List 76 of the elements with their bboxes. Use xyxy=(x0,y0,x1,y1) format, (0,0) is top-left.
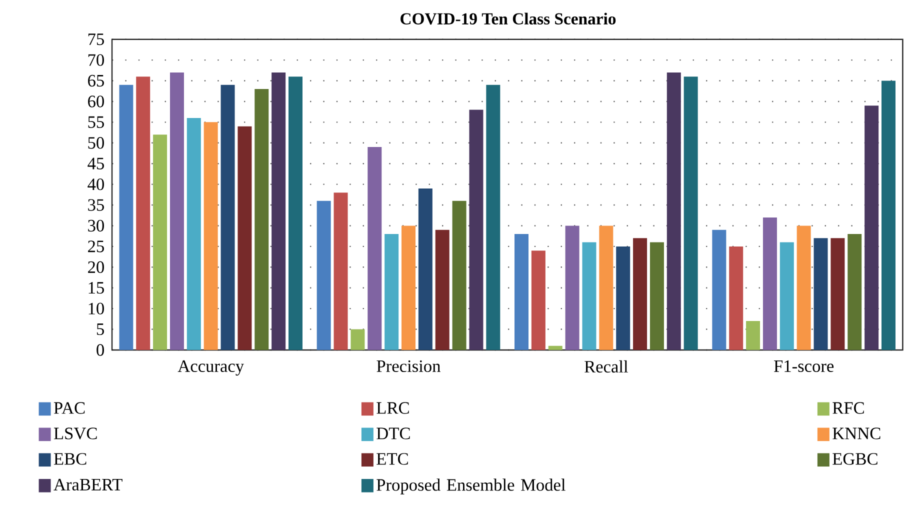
bar xyxy=(684,76,698,350)
legend-label: AraBERT xyxy=(54,479,122,491)
y-tick-label: 50 xyxy=(88,137,104,149)
x-tick-label: F1-score xyxy=(774,360,834,372)
bar xyxy=(565,226,580,350)
x-tick-label: Accuracy xyxy=(178,360,244,376)
bar xyxy=(402,226,416,350)
x-tick-label: Recall xyxy=(584,360,628,373)
x-tick-label: Precision xyxy=(376,360,440,372)
bar xyxy=(486,85,500,350)
bar xyxy=(186,118,201,350)
legend-label: ETC xyxy=(376,453,408,465)
bar xyxy=(153,134,168,350)
y-tick-label: 25 xyxy=(88,240,104,252)
legend-label: PAC xyxy=(54,402,85,414)
chart-title: COVID-19 Ten Class Scenario xyxy=(400,12,616,25)
y-tick-label: 65 xyxy=(88,75,104,87)
bar xyxy=(254,89,269,350)
legend-label: KNNC xyxy=(832,428,880,440)
y-tick-label: 10 xyxy=(88,302,104,315)
bar xyxy=(830,238,845,350)
bar xyxy=(666,72,681,350)
bar xyxy=(220,85,235,350)
y-tick-label: 35 xyxy=(88,199,104,212)
y-tick-label: 20 xyxy=(88,261,104,274)
bar xyxy=(350,329,365,350)
bar xyxy=(272,72,286,350)
bar xyxy=(780,242,794,350)
bar xyxy=(582,242,596,350)
bar xyxy=(864,106,879,350)
bar xyxy=(712,230,726,350)
legend-label: Proposed Ensemble Model xyxy=(376,478,566,494)
bar xyxy=(599,226,614,350)
bar xyxy=(238,126,252,350)
bar xyxy=(633,238,648,350)
y-tick-label: 30 xyxy=(88,220,104,232)
legend-label: LSVC xyxy=(54,428,97,440)
y-tick-label: 15 xyxy=(88,282,104,294)
y-tick-label: 40 xyxy=(88,178,104,190)
bar xyxy=(384,234,399,350)
y-tick-label: 55 xyxy=(88,116,104,128)
bar xyxy=(288,76,303,350)
legend-label: EGBC xyxy=(832,453,878,465)
bar xyxy=(814,238,828,350)
bar xyxy=(170,72,184,350)
y-tick-label: 0 xyxy=(96,344,104,356)
bar xyxy=(204,122,218,350)
bar xyxy=(746,321,760,350)
bar xyxy=(469,110,484,350)
bar xyxy=(316,201,331,350)
y-tick-label: 70 xyxy=(88,54,104,66)
bar xyxy=(531,250,546,350)
y-tick-label: 60 xyxy=(88,96,104,108)
bar xyxy=(796,226,811,350)
bar xyxy=(136,76,150,350)
legend-label: DTC xyxy=(376,428,410,440)
legend-label: RFC xyxy=(832,402,864,414)
bar xyxy=(452,201,466,350)
bar xyxy=(729,246,744,350)
legend-label: EBC xyxy=(54,453,86,465)
bar xyxy=(418,188,432,350)
bar xyxy=(882,80,896,350)
bar xyxy=(334,192,348,350)
y-tick-label: 5 xyxy=(96,324,104,336)
bar xyxy=(616,246,630,350)
bar xyxy=(650,242,664,350)
y-tick-label: 75 xyxy=(88,34,104,46)
bar xyxy=(368,147,382,350)
bar xyxy=(119,85,134,350)
bar xyxy=(548,346,562,350)
bar xyxy=(848,234,862,350)
bar xyxy=(514,234,528,350)
y-tick-label: 45 xyxy=(88,158,104,170)
bar xyxy=(435,230,450,350)
bar xyxy=(762,218,777,350)
legend-label: LRC xyxy=(376,402,409,414)
